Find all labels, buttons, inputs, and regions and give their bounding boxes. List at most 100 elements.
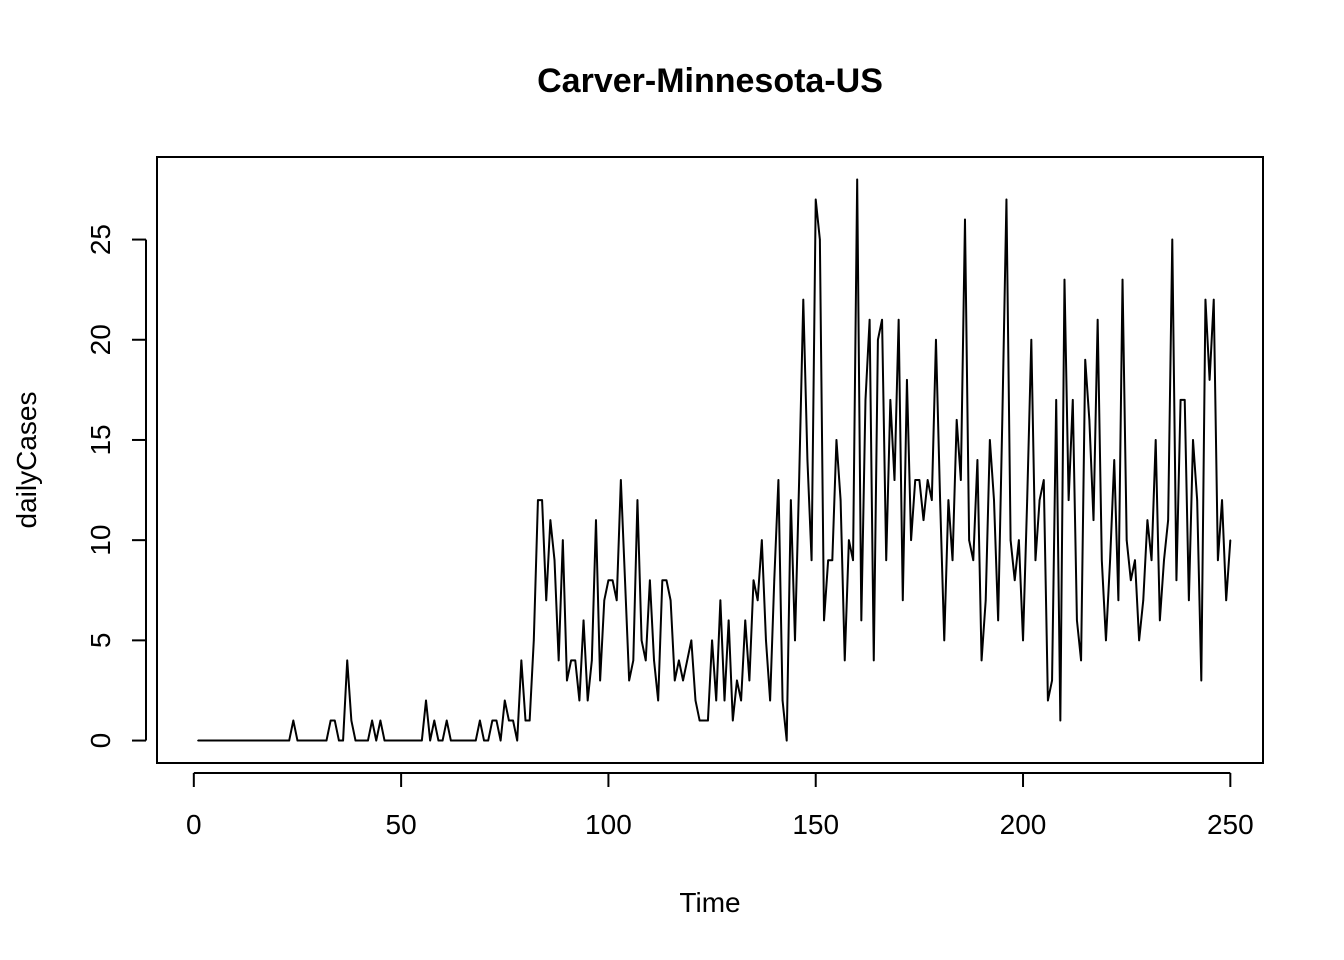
data-point <box>383 739 386 742</box>
daily-cases-line <box>197 178 1232 742</box>
data-point <box>607 579 610 582</box>
data-point <box>860 619 863 622</box>
data-point <box>358 739 361 742</box>
x-tick-label: 100 <box>585 809 632 840</box>
data-point <box>781 699 784 702</box>
data-point <box>271 739 274 742</box>
data-point <box>901 599 904 602</box>
data-point <box>466 739 469 742</box>
data-point <box>806 459 809 461</box>
x-axis-label: Time <box>679 887 740 918</box>
data-point <box>238 739 241 742</box>
data-point <box>1204 298 1207 301</box>
data-point <box>545 599 548 602</box>
data-point <box>603 599 606 602</box>
plot-frame <box>156 156 1264 764</box>
data-point <box>512 719 514 722</box>
data-point <box>1192 439 1194 441</box>
data-point <box>595 519 597 521</box>
data-point <box>732 719 734 722</box>
data-point <box>205 739 208 742</box>
data-point <box>773 579 776 582</box>
data-point <box>371 719 373 722</box>
data-point <box>354 739 357 742</box>
x-tick-label: 150 <box>792 809 839 840</box>
data-point <box>1146 519 1149 521</box>
data-point <box>267 739 270 742</box>
data-point <box>1080 659 1082 662</box>
data-point <box>765 639 767 642</box>
data-point <box>698 719 701 722</box>
data-point <box>694 699 697 702</box>
data-point <box>1018 539 1020 541</box>
data-point <box>1167 519 1169 521</box>
data-point <box>748 679 751 682</box>
y-tick-label: 10 <box>85 525 116 556</box>
data-point <box>715 699 718 702</box>
data-point <box>367 739 369 742</box>
data-point <box>640 639 643 642</box>
data-point <box>615 599 618 602</box>
data-point <box>429 739 431 742</box>
data-point <box>325 739 328 742</box>
data-point <box>292 719 295 722</box>
data-point <box>810 559 813 561</box>
data-point <box>251 739 253 742</box>
data-point <box>582 619 585 622</box>
data-point <box>1101 559 1103 561</box>
data-point <box>1071 399 1074 401</box>
data-point <box>1208 379 1211 381</box>
data-point <box>984 599 987 602</box>
data-point <box>620 479 622 481</box>
data-point <box>1038 499 1041 501</box>
data-point <box>910 539 912 541</box>
data-point <box>943 639 946 642</box>
data-point <box>528 719 531 722</box>
data-point <box>1063 278 1066 281</box>
data-point <box>437 739 440 742</box>
data-point <box>338 739 340 742</box>
data-point <box>1121 278 1124 281</box>
data-point <box>421 739 423 742</box>
data-point <box>926 479 929 481</box>
data-point <box>1212 298 1215 301</box>
data-point <box>723 699 726 702</box>
data-point <box>379 719 382 722</box>
data-point <box>997 619 999 622</box>
data-point <box>255 739 257 742</box>
data-point <box>329 719 332 722</box>
data-point <box>392 739 394 742</box>
data-point <box>574 659 577 662</box>
data-point <box>396 739 398 742</box>
data-point <box>508 719 510 722</box>
data-point <box>213 739 216 742</box>
data-point <box>856 178 858 181</box>
data-point <box>541 499 543 501</box>
data-point <box>557 659 560 662</box>
data-point <box>769 699 771 702</box>
data-point <box>993 499 995 501</box>
data-point <box>682 679 684 682</box>
data-point <box>798 479 800 481</box>
data-point <box>300 739 303 742</box>
data-point <box>591 659 593 662</box>
data-point <box>321 739 324 742</box>
data-point <box>976 459 979 461</box>
data-point <box>848 539 850 541</box>
data-point <box>823 619 825 622</box>
data-point <box>532 639 535 642</box>
data-point <box>226 739 228 742</box>
y-tick-label: 25 <box>85 224 116 255</box>
data-point <box>433 719 436 722</box>
data-point <box>520 659 523 662</box>
data-point <box>483 739 485 742</box>
data-point <box>752 579 755 582</box>
data-point <box>968 539 970 541</box>
data-point <box>495 719 498 722</box>
data-point <box>678 659 680 662</box>
data-point <box>387 739 390 742</box>
data-point <box>1022 639 1024 642</box>
data-point <box>599 679 601 682</box>
data-point <box>1175 579 1178 582</box>
